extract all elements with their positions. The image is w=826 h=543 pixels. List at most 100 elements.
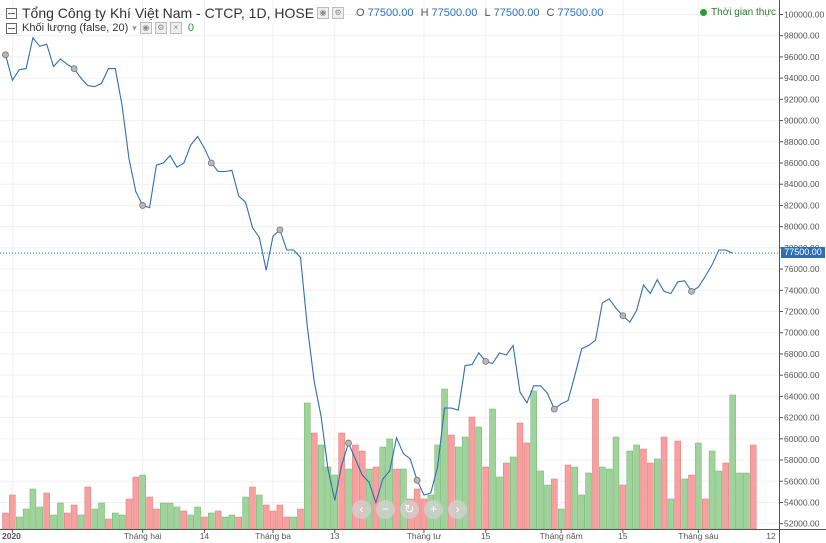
y-tick-label: 76000.00 — [784, 264, 820, 274]
volume-bar — [153, 508, 160, 530]
volume-bar — [509, 456, 517, 530]
volume-bar — [228, 514, 236, 530]
y-tick-label: 84000.00 — [784, 179, 820, 189]
chart-title: Tổng Công ty Khí Việt Nam - CTCP, 1D, HO… — [22, 5, 315, 21]
price-marker — [482, 357, 490, 365]
volume-bar — [63, 512, 71, 530]
volume-bar — [708, 450, 716, 530]
y-tick-label: 96000.00 — [784, 52, 820, 62]
x-tick-label: Tháng năm — [540, 531, 583, 541]
collapse-icon[interactable] — [6, 7, 17, 19]
y-tick-label: 66000.00 — [784, 370, 820, 380]
volume-bar — [468, 416, 476, 530]
volume-bar — [743, 472, 750, 530]
volume-bar — [365, 468, 373, 530]
volume-bar — [557, 508, 565, 530]
scroll-left-button[interactable]: ‹ — [352, 500, 371, 519]
volume-bar — [139, 474, 146, 530]
volume-bar — [633, 444, 640, 530]
ohlc-low-key: L — [484, 7, 491, 19]
volume-eye-icon[interactable]: ◉ — [139, 22, 152, 34]
volume-bar — [688, 474, 695, 530]
x-tick-label: 15 — [481, 531, 491, 541]
volume-bar — [235, 516, 242, 530]
chevron-down-icon[interactable]: ▾ — [132, 22, 137, 33]
volume-bar — [564, 464, 572, 530]
x-tick-label: Tháng sáu — [678, 531, 718, 541]
volume-bar — [262, 504, 270, 530]
volume-bar — [592, 398, 599, 530]
y-tick-label: 72000.00 — [784, 307, 820, 317]
y-tick-label: 94000.00 — [784, 73, 820, 83]
volume-label: Khối lượng (false, 20) — [22, 22, 129, 34]
volume-bar — [98, 502, 105, 530]
volume-bar — [77, 514, 85, 530]
realtime-label: Thời gian thực — [711, 7, 776, 18]
scroll-right-button[interactable]: › — [448, 500, 467, 519]
zoom-out-button[interactable]: − — [376, 500, 395, 519]
ohlc-open-key: O — [356, 7, 365, 19]
volume-bar — [585, 472, 592, 530]
volume-settings-icon[interactable]: ⚙ — [154, 22, 167, 34]
volume-bar — [537, 470, 544, 530]
reset-button[interactable]: ↻ — [400, 500, 419, 519]
volume-bar — [57, 502, 64, 530]
ohlc-low-value: 77500.00 — [493, 7, 540, 19]
price-marker — [2, 51, 9, 59]
volume-bar — [290, 516, 297, 530]
settings-icon[interactable]: ⚙ — [332, 7, 345, 19]
y-tick-label: 90000.00 — [784, 116, 820, 126]
volume-bar — [310, 432, 318, 530]
volume-bar — [715, 470, 723, 530]
volume-bar — [180, 510, 188, 530]
volume-bar — [695, 442, 702, 530]
y-tick-label: 68000.00 — [784, 349, 820, 359]
volume-bar — [701, 498, 709, 530]
volume-bar — [578, 494, 585, 530]
y-tick-label: 86000.00 — [784, 158, 820, 168]
volume-bar — [160, 502, 167, 530]
x-tick-label: 15 — [618, 531, 628, 541]
volume-bar — [91, 508, 98, 530]
y-tick-label: 62000.00 — [784, 413, 820, 423]
volume-bar — [187, 514, 194, 530]
price-marker — [70, 65, 78, 72]
volume-bar — [400, 468, 407, 530]
volume-bar — [626, 450, 634, 530]
volume-bar — [640, 448, 647, 530]
volume-bar — [722, 462, 730, 530]
x-tick-label: 13 — [330, 531, 340, 541]
volume-bar — [667, 498, 675, 530]
volume-bar — [208, 512, 215, 530]
zoom-in-button[interactable]: + — [424, 500, 443, 519]
volume-bar — [653, 458, 661, 530]
volume-bar — [214, 510, 222, 530]
volume-bar — [523, 442, 531, 530]
volume-bar — [201, 516, 208, 530]
price-marker — [413, 476, 421, 484]
volume-bar — [221, 516, 229, 530]
y-tick-label: 54000.00 — [784, 497, 820, 507]
volume-bar — [503, 462, 510, 530]
x-tick-label: 2020 — [2, 531, 21, 541]
y-tick-label: 98000.00 — [784, 31, 820, 41]
y-tick-label: 58000.00 — [784, 455, 820, 465]
volume-bar — [166, 502, 174, 530]
volume-bar — [118, 514, 126, 530]
volume-bar — [304, 402, 311, 530]
price-line — [4, 36, 733, 505]
volume-bar — [331, 474, 339, 530]
y-tick-label: 74000.00 — [784, 285, 820, 295]
volume-bar — [338, 432, 345, 530]
x-tick-label: Tháng tư — [407, 531, 442, 541]
volume-bar — [544, 484, 551, 530]
volume-close-icon[interactable]: × — [169, 22, 182, 34]
collapse-volume-icon[interactable] — [6, 22, 17, 34]
eye-icon[interactable]: ◉ — [317, 7, 330, 19]
volume-bar — [482, 466, 489, 530]
volume-bar — [571, 466, 579, 530]
volume-bar — [43, 492, 50, 530]
realtime-indicator: Thời gian thực — [700, 7, 776, 18]
volume-bar — [9, 494, 16, 530]
